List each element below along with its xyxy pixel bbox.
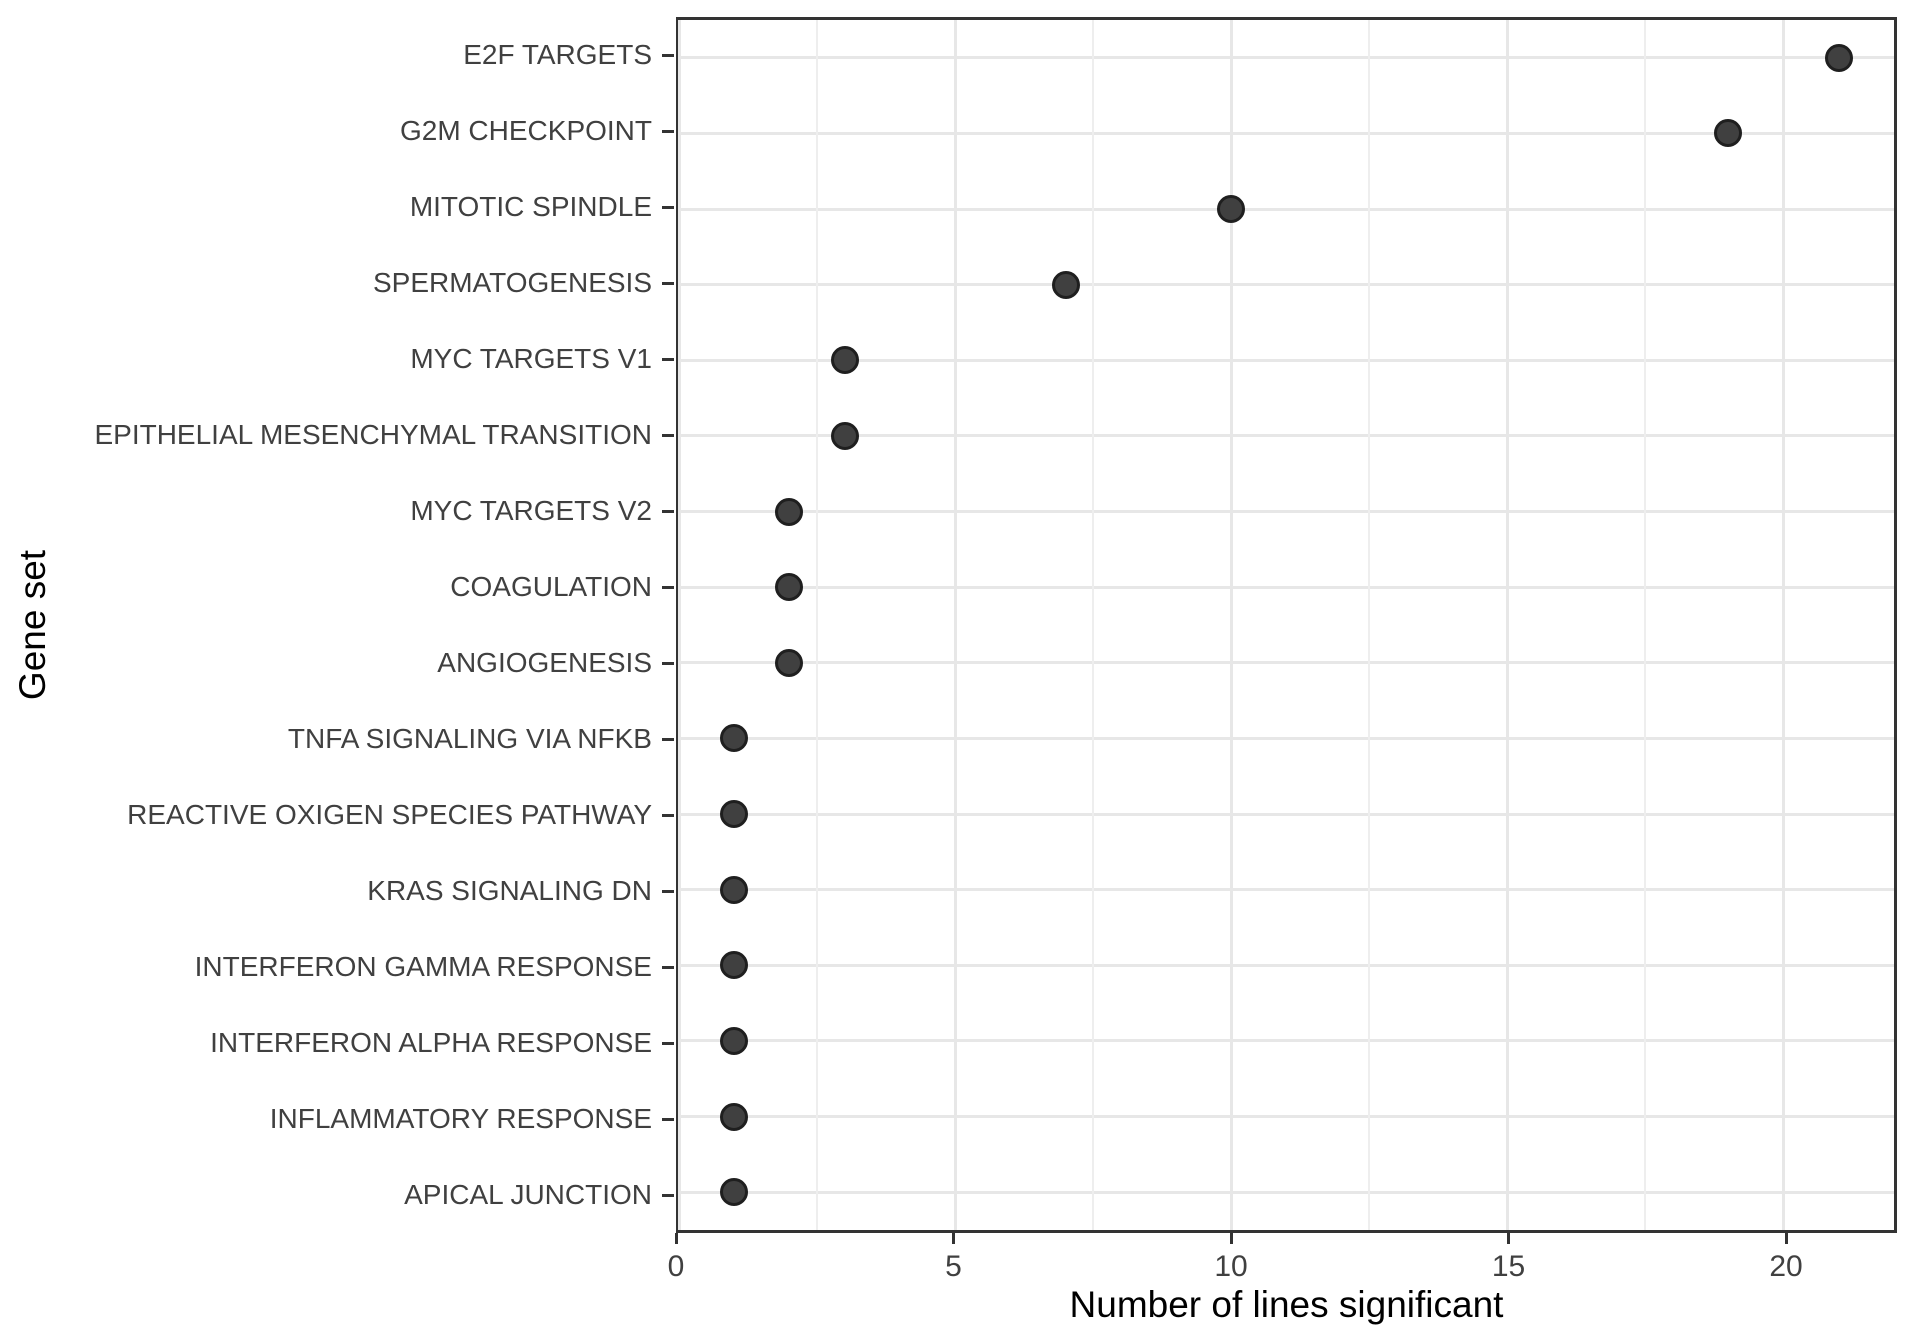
- x-axis-tick-label: 15: [1491, 1250, 1526, 1283]
- gridline-horizontal: [679, 661, 1894, 665]
- gridline-horizontal: [679, 736, 1894, 740]
- y-axis-tick-mark: [662, 281, 674, 285]
- gridline-vertical-major: [1505, 20, 1509, 1230]
- gridline-vertical-major: [1782, 20, 1786, 1230]
- y-axis-category-label: APICAL JUNCTION: [404, 1179, 652, 1210]
- y-axis-tick-mark: [662, 53, 674, 57]
- data-point: [720, 951, 749, 980]
- gridline-vertical-minor: [1368, 20, 1371, 1230]
- gridline-vertical-minor: [1092, 20, 1095, 1230]
- x-axis-title: Number of lines significant: [1069, 1284, 1504, 1325]
- x-axis-tick-mark: [1229, 1233, 1233, 1244]
- data-point: [720, 800, 749, 829]
- x-axis-tick-label: 20: [1769, 1250, 1803, 1283]
- y-axis-category-label: MYC TARGETS V2: [410, 495, 652, 526]
- gridline-vertical-major: [1229, 20, 1233, 1230]
- x-axis-tick-label: 10: [1214, 1250, 1248, 1283]
- x-axis-tick-label: 5: [945, 1250, 962, 1283]
- gridline-horizontal: [679, 358, 1894, 362]
- y-axis-category-label: SPERMATOGENESIS: [372, 267, 652, 298]
- y-axis-category-label: KRAS SIGNALING DN: [367, 875, 652, 906]
- x-axis-tick-label: 0: [667, 1250, 685, 1283]
- y-axis-tick-mark: [662, 965, 674, 969]
- gridline-horizontal: [679, 56, 1894, 60]
- y-axis-tick-mark: [662, 585, 674, 589]
- data-point: [720, 724, 749, 753]
- data-point: [775, 573, 804, 602]
- data-point: [775, 497, 804, 526]
- y-axis-tick-mark: [662, 205, 674, 209]
- gridline-horizontal: [679, 1115, 1894, 1119]
- y-axis-tick-mark: [662, 737, 674, 741]
- y-axis-tick-mark: [662, 889, 674, 893]
- gridline-horizontal: [679, 963, 1894, 967]
- y-axis-category-label: MITOTIC SPINDLE: [409, 191, 652, 222]
- gridline-horizontal: [679, 131, 1894, 135]
- y-axis-tick-mark: [662, 433, 674, 437]
- plot-panel: [676, 17, 1897, 1233]
- y-axis-category-label: TNFA SIGNALING VIA NFKB: [287, 723, 652, 754]
- y-axis-category-label: G2M CHECKPOINT: [399, 115, 652, 146]
- y-axis-category-label: INTERFERON ALPHA RESPONSE: [210, 1027, 652, 1058]
- y-axis-tick-mark: [662, 661, 674, 665]
- y-axis-category-label: E2F TARGETS: [463, 39, 652, 70]
- y-axis-category-label: ANGIOGENESIS: [437, 647, 652, 678]
- gridline-vertical-major: [953, 20, 957, 1230]
- x-axis-tick-mark: [674, 1233, 678, 1244]
- y-axis-category-label: INFLAMMATORY RESPONSE: [269, 1103, 652, 1134]
- y-axis-tick-mark: [662, 509, 674, 513]
- x-axis-tick-mark: [1784, 1233, 1788, 1244]
- data-point: [775, 648, 804, 677]
- data-point: [1051, 270, 1080, 299]
- y-axis-tick-mark: [662, 1117, 674, 1121]
- gridline-horizontal: [679, 1039, 1894, 1043]
- data-point: [1217, 195, 1246, 224]
- gridline-horizontal: [679, 207, 1894, 211]
- gridline-horizontal: [679, 510, 1894, 514]
- y-axis-tick-mark: [662, 1041, 674, 1045]
- y-axis-category-label: EPITHELIAL MESENCHYMAL TRANSITION: [94, 419, 652, 450]
- gridline-vertical-minor: [1644, 20, 1647, 1230]
- y-axis-tick-mark: [662, 357, 674, 361]
- gridline-vertical-minor: [816, 20, 819, 1230]
- data-point: [720, 1178, 749, 1207]
- data-point: [1824, 43, 1853, 72]
- data-point: [720, 1102, 749, 1131]
- data-point: [720, 1026, 749, 1055]
- data-point: [1714, 119, 1743, 148]
- x-axis-tick-mark: [952, 1233, 955, 1244]
- y-axis-tick-mark: [662, 813, 674, 817]
- y-axis-category-label: MYC TARGETS V1: [410, 343, 652, 374]
- gridline-horizontal: [679, 585, 1894, 589]
- y-axis-category-label: COAGULATION: [450, 571, 652, 602]
- gridline-horizontal: [679, 283, 1894, 287]
- data-point: [830, 346, 859, 375]
- data-point: [720, 875, 749, 904]
- y-axis-tick-mark: [662, 1193, 674, 1197]
- y-axis-tick-mark: [662, 129, 674, 133]
- y-axis-category-label: REACTIVE OXIGEN SPECIES PATHWAY: [127, 799, 652, 830]
- y-axis-category-label: INTERFERON GAMMA RESPONSE: [194, 951, 652, 982]
- x-axis-tick-mark: [1507, 1233, 1510, 1244]
- gridline-horizontal: [679, 434, 1894, 438]
- gridline-horizontal: [679, 888, 1894, 892]
- data-point: [830, 421, 859, 450]
- gridline-horizontal: [679, 812, 1894, 816]
- gridline-horizontal: [679, 1190, 1894, 1194]
- gridline-vertical-major: [677, 20, 681, 1230]
